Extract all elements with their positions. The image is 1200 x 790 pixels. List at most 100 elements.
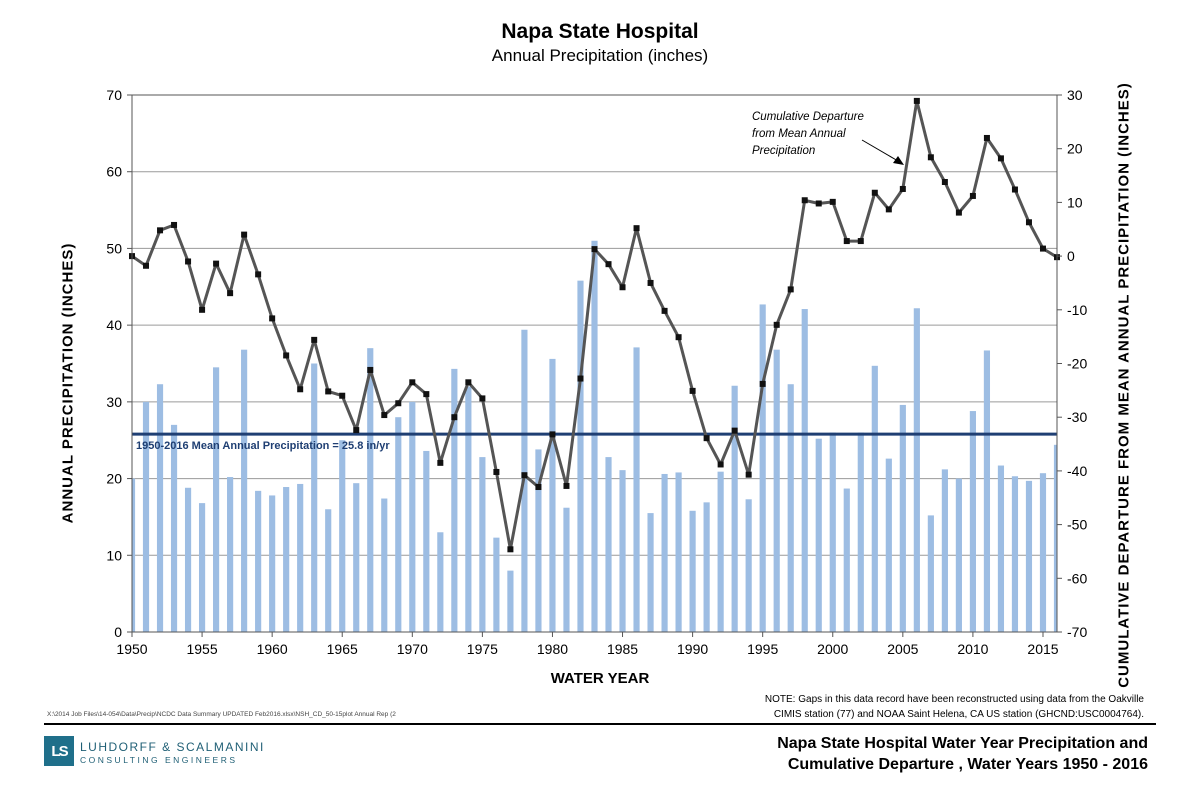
departure-point: [381, 412, 388, 419]
precip-bar: [941, 469, 948, 632]
annotation-text: Cumulative Departure: [752, 111, 864, 123]
precip-bar: [465, 386, 472, 632]
y-tick-label: 30: [106, 394, 122, 410]
departure-point: [423, 391, 430, 398]
departure-point: [507, 546, 514, 553]
precip-bar: [311, 363, 318, 632]
precip-bar: [801, 309, 808, 632]
departure-point: [297, 386, 304, 393]
departure-point: [213, 260, 220, 267]
departure-point: [633, 225, 640, 232]
y2-tick-label: 30: [1067, 87, 1083, 103]
y2-tick-label: -10: [1067, 302, 1087, 318]
departure-point: [703, 435, 710, 442]
departure-point: [283, 352, 290, 359]
departure-point: [1025, 219, 1032, 226]
departure-point: [227, 290, 234, 297]
y-tick-label: 10: [106, 547, 122, 563]
precip-bar: [703, 502, 710, 632]
departure-point: [437, 459, 444, 466]
departure-point: [563, 482, 570, 489]
x-axis-label: WATER YEAR: [550, 670, 650, 687]
precip-bar: [1053, 444, 1057, 632]
precip-bar: [745, 499, 752, 632]
y2-tick-label: -50: [1067, 517, 1087, 533]
y2-tick-label: -30: [1067, 409, 1087, 425]
precip-bar: [353, 483, 360, 632]
precip-bar: [843, 488, 850, 632]
departure-point: [913, 97, 920, 104]
departure-point: [269, 315, 276, 322]
note-line-1: NOTE: Gaps in this data record have been…: [764, 694, 1144, 705]
y2-tick-label: -40: [1067, 463, 1087, 479]
precip-bar: [479, 457, 486, 632]
precip-bar: [325, 509, 332, 632]
precip-bar: [969, 411, 976, 632]
precip-bar: [577, 280, 584, 632]
departure-point: [409, 379, 416, 386]
departure-point: [969, 192, 976, 199]
precip-bar: [997, 465, 1005, 632]
departure-point: [745, 471, 752, 478]
precip-bar: [255, 490, 262, 632]
departure-point: [871, 189, 878, 196]
precip-bar: [927, 515, 934, 632]
precip-bar: [605, 457, 612, 632]
precip-bar: [269, 495, 276, 632]
precip-bar: [549, 358, 556, 632]
annotation-arrow: [861, 139, 899, 162]
mean-precip-label: 1950-2016 Mean Annual Precipitation = 25…: [136, 440, 390, 452]
x-tick-label: 1970: [397, 641, 428, 657]
departure-point: [535, 484, 542, 491]
y-tick-label: 50: [106, 240, 122, 256]
precip-bar: [213, 367, 220, 632]
precip-bar: [773, 349, 780, 632]
precip-bar: [367, 348, 374, 632]
departure-point: [619, 284, 626, 291]
precip-bar: [493, 537, 500, 632]
departure-point: [759, 380, 766, 387]
chart-subtitle: Annual Precipitation (inches): [491, 46, 709, 65]
footer-line-1: Napa State Hospital Water Year Precipita…: [777, 735, 1148, 752]
departure-point: [717, 461, 724, 468]
x-tick-label: 1980: [537, 641, 568, 657]
precip-bar: [591, 240, 598, 632]
departure-point: [241, 231, 248, 238]
departure-point: [339, 392, 346, 399]
x-tick-label: 2005: [887, 641, 918, 657]
departure-point: [605, 261, 612, 268]
precip-bar: [717, 471, 724, 632]
note-line-2: CIMIS station (77) and NOAA Saint Helena…: [773, 709, 1144, 720]
departure-point: [1011, 186, 1018, 193]
departure-point: [899, 185, 906, 192]
departure-point: [927, 154, 934, 161]
x-tick-label: 1985: [607, 641, 638, 657]
departure-point: [675, 334, 682, 341]
y-axis-label-right: CUMULATIVE DEPARTURE FROM MEAN ANNUAL PR…: [1115, 82, 1133, 688]
departure-point: [843, 238, 850, 245]
departure-point: [521, 472, 528, 479]
x-tick-label: 1960: [257, 641, 288, 657]
departure-point: [171, 221, 178, 228]
chart-title: Napa State Hospital: [501, 20, 699, 43]
precip-bar: [297, 483, 304, 632]
departure-point: [955, 209, 962, 216]
y2-tick-label: 20: [1067, 141, 1083, 157]
y2-tick-label: -70: [1067, 624, 1087, 640]
precip-bar: [395, 417, 402, 632]
precip-bar: [535, 449, 542, 632]
departure-point: [1039, 245, 1046, 252]
precip-bar: [647, 513, 654, 632]
precip-bar: [829, 432, 836, 632]
departure-point: [395, 400, 402, 407]
precip-bar: [241, 349, 248, 632]
y-tick-label: 40: [106, 317, 122, 333]
x-tick-label: 1955: [186, 641, 217, 657]
departure-point: [731, 427, 738, 434]
precip-bar: [156, 384, 164, 632]
precip-bar: [955, 478, 962, 632]
precip-bar: [787, 384, 794, 632]
departure-point: [143, 262, 150, 269]
footer-line-2: Cumulative Departure , Water Years 1950 …: [787, 756, 1148, 773]
